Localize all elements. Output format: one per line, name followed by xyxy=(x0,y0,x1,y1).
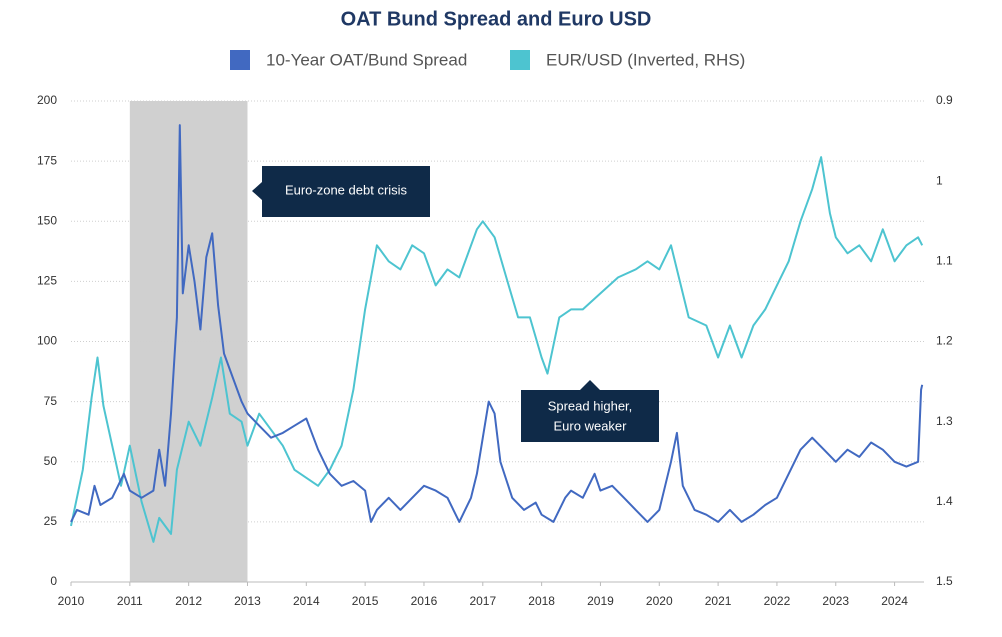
annotation-text: Euro weaker xyxy=(554,418,628,433)
x-tick-label: 2010 xyxy=(58,594,85,608)
legend-swatch xyxy=(510,50,530,70)
y-tick-label: 100 xyxy=(37,334,57,348)
chart-title: OAT Bund Spread and Euro USD xyxy=(341,8,652,30)
y2-tick-label: 1 xyxy=(936,173,943,187)
annotation-text: Euro-zone debt crisis xyxy=(285,182,408,197)
x-tick-label: 2021 xyxy=(705,594,732,608)
y2-tick-label: 1.4 xyxy=(936,494,953,508)
y2-tick-label: 1.3 xyxy=(936,414,953,428)
y2-tick-label: 0.9 xyxy=(936,93,953,107)
y-tick-label: 150 xyxy=(37,213,57,227)
x-tick-label: 2016 xyxy=(411,594,438,608)
y-tick-label: 200 xyxy=(37,93,57,107)
y-tick-label: 75 xyxy=(44,394,58,408)
x-tick-label: 2012 xyxy=(175,594,202,608)
legend: 10-Year OAT/Bund Spread EUR/USD (Inverted… xyxy=(230,50,745,70)
legend-label: EUR/USD (Inverted, RHS) xyxy=(546,50,745,69)
legend-swatch xyxy=(230,50,250,70)
annotation-box xyxy=(252,166,430,217)
x-tick-label: 2015 xyxy=(352,594,379,608)
x-tick-label: 2024 xyxy=(881,594,908,608)
legend-label: 10-Year OAT/Bund Spread xyxy=(266,50,467,69)
annotation-box xyxy=(521,380,659,442)
y2-tick-label: 1.1 xyxy=(936,254,953,268)
x-tick-label: 2022 xyxy=(764,594,791,608)
annotation-text: Spread higher, xyxy=(548,398,633,413)
x-tick-label: 2019 xyxy=(587,594,614,608)
series-line xyxy=(70,156,924,543)
plot-area: 0 25 50 75 100 125 150 175 200 0.9 1 1.1 1.2 1.3 1.4 1.… xyxy=(37,93,953,608)
x-tick-label: 2020 xyxy=(646,594,673,608)
annotation: Euro-zone debt crisis xyxy=(252,166,430,217)
y-tick-label: 25 xyxy=(44,514,58,528)
annotation: Spread higher, Euro weaker xyxy=(521,380,659,442)
x-tick-label: 2018 xyxy=(528,594,555,608)
x-tick-label: 2011 xyxy=(117,594,143,608)
series-line xyxy=(70,124,924,523)
y2-tick-label: 1.5 xyxy=(936,574,953,588)
x-tick-label: 2013 xyxy=(234,594,261,608)
x-tick-label: 2014 xyxy=(293,594,320,608)
x-tick-label: 2017 xyxy=(469,594,496,608)
y-tick-label: 125 xyxy=(37,274,57,288)
x-tick-label: 2023 xyxy=(822,594,849,608)
y-tick-label: 175 xyxy=(37,153,57,167)
y2-tick-label: 1.2 xyxy=(936,334,953,348)
y-tick-label: 0 xyxy=(50,574,57,588)
y-tick-label: 50 xyxy=(44,454,58,468)
